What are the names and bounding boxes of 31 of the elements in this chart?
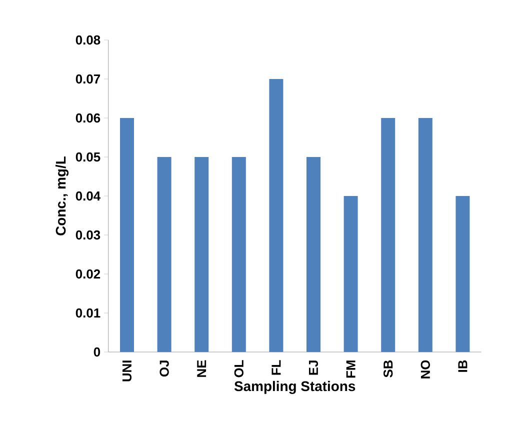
bar	[194, 157, 209, 352]
x-tick-label: OJ	[160, 360, 169, 377]
x-tick-label: FL	[272, 360, 281, 375]
bar	[232, 157, 246, 352]
x-tick-label: FM	[346, 360, 356, 378]
y-tick-label: 0.07	[76, 74, 100, 84]
y-tick-label: 0.01	[76, 308, 100, 318]
y-tick-label: 0.05	[76, 152, 100, 162]
x-tick-label: EJ	[308, 360, 318, 375]
x-tick-label: IB	[458, 360, 468, 372]
bar	[381, 118, 396, 352]
bar	[456, 196, 470, 352]
y-axis-title: Conc., mg/L	[55, 156, 69, 236]
bar	[120, 118, 134, 352]
x-tick-label: UNI	[122, 360, 132, 382]
y-tick-label: 0.08	[76, 35, 100, 45]
y-tick-label: 0.06	[76, 113, 100, 123]
x-tick-label: SB	[384, 360, 393, 378]
bar	[344, 196, 358, 352]
x-tick-label: OL	[234, 360, 244, 378]
bar	[306, 157, 321, 352]
y-tick-label: 0.04	[76, 191, 101, 201]
bar	[157, 157, 172, 352]
y-tick-label: 0.03	[76, 230, 100, 240]
x-tick-label: NE	[197, 360, 206, 377]
x-tick-label: NO	[420, 360, 430, 378]
y-tick-label: 0	[94, 347, 100, 357]
y-tick-label: 0.02	[76, 269, 100, 279]
bar	[418, 118, 432, 352]
bar	[269, 79, 284, 352]
x-axis-title: Sampling Stations	[234, 380, 356, 394]
